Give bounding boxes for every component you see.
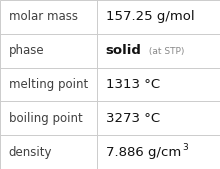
Text: 157.25 g/mol: 157.25 g/mol: [106, 10, 194, 23]
Text: 7.886 g/cm: 7.886 g/cm: [106, 146, 181, 159]
Text: solid: solid: [106, 44, 141, 57]
Text: 3: 3: [182, 143, 188, 152]
Text: (at STP): (at STP): [146, 47, 184, 56]
Text: phase: phase: [9, 44, 44, 57]
Text: 1313 °C: 1313 °C: [106, 78, 160, 91]
Text: melting point: melting point: [9, 78, 88, 91]
Text: density: density: [9, 146, 52, 159]
Text: boiling point: boiling point: [9, 112, 82, 125]
Text: molar mass: molar mass: [9, 10, 78, 23]
Text: 3273 °C: 3273 °C: [106, 112, 160, 125]
